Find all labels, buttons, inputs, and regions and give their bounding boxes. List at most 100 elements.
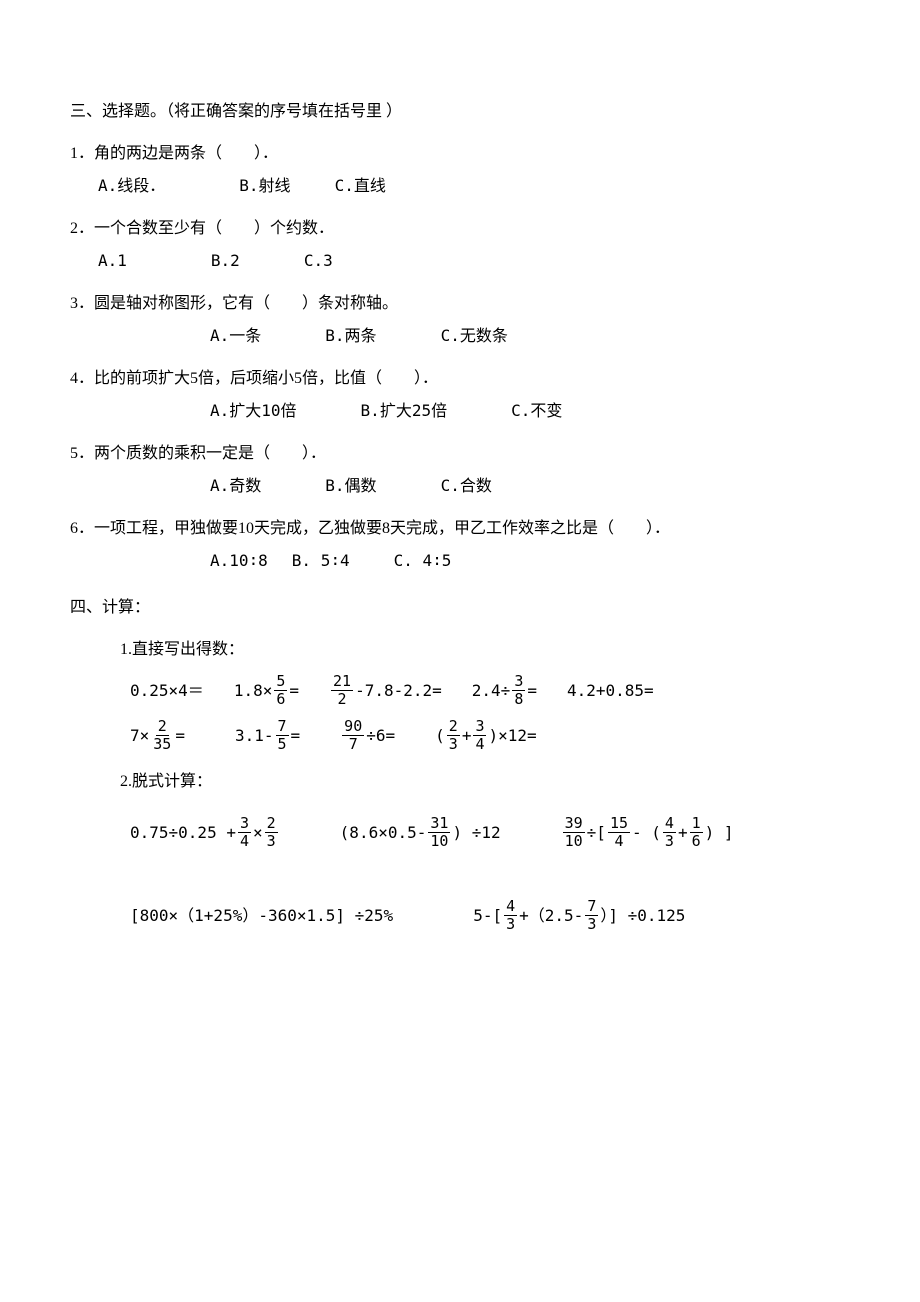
question-1: 1．角的两边是两条（ ）． A.线段． B.射线 C.直线 <box>70 142 850 199</box>
frac-den: 6 <box>274 691 287 707</box>
q5-opt-a: A.奇数 <box>210 474 261 498</box>
q4-opt-a: A.扩大10倍 <box>210 399 297 423</box>
q2-opt-b: B.2 <box>211 249 240 273</box>
r4-i2-c: ）] ÷0.125 <box>600 904 685 928</box>
q3-num: 3． <box>70 295 94 312</box>
frac-num: 2 <box>447 719 460 736</box>
frac-num: 21 <box>331 674 353 691</box>
q2-num: 2． <box>70 220 94 237</box>
calc-row-3: 0.75÷0.25 + 34 × 23 (8.6×0.5- 3110 ) ÷12… <box>130 816 850 849</box>
r1-i4: 2.4÷ 38 = <box>472 674 537 707</box>
frac-num: 4 <box>504 899 517 916</box>
q6-text: 6．一项工程，甲独做要10天完成，乙独做要8天完成，甲乙工作效率之比是（ ）． <box>70 517 850 541</box>
frac-den: 4 <box>473 736 486 752</box>
frac-num: 3 <box>512 674 525 691</box>
q5-options: A.奇数 B.偶数 C.合数 <box>210 474 850 499</box>
frac-den: 10 <box>428 833 450 849</box>
r3-i1-mid: × <box>253 821 263 845</box>
frac-den: 35 <box>151 736 173 752</box>
r3-i3: 3910 ÷[ 154 - ( 43 + 16 ) ] <box>561 816 734 849</box>
frac-den: 10 <box>563 833 585 849</box>
r3-i3-f4: 16 <box>690 816 703 849</box>
r3-i3-b: - ( <box>632 821 661 845</box>
frac-num: 31 <box>428 816 450 833</box>
r3-i3-f3: 43 <box>663 816 676 849</box>
r1-i2: 1.8× 56 = <box>234 674 299 707</box>
q3-opt-c: C.无数条 <box>441 324 508 348</box>
r1-i3: 212 -7.8-2.2= <box>329 674 442 707</box>
q6-opt-a: A.10∶8 <box>210 549 268 573</box>
page: 三、选择题。（将正确答案的序号填在括号里 ） 1．角的两边是两条（ ）． A.线… <box>0 0 920 1302</box>
q5-text: 5．两个质数的乘积一定是（ ）． <box>70 442 850 466</box>
q3-opt-b: B.两条 <box>325 324 376 348</box>
q2-text: 2．一个合数至少有（ ）个约数． <box>70 217 850 241</box>
r3-i2-b: ) ÷12 <box>452 821 500 845</box>
q4-num: 4． <box>70 370 94 387</box>
frac-num: 3 <box>473 719 486 736</box>
r3-i3-a: ÷[ <box>587 821 606 845</box>
r4-i2-a: 5-[ <box>473 904 502 928</box>
r2-i4-mid: + <box>462 724 472 748</box>
r1-i5: 4.2+0.85= <box>567 679 654 703</box>
r4-i1-a: [800×（1+25%）-360×1.5] ÷25% <box>130 904 393 928</box>
r2-i3-b: ÷6= <box>366 724 395 748</box>
q1-opt-c: C.直线 <box>335 174 386 198</box>
calc-row-4: [800×（1+25%）-360×1.5] ÷25% 5-[ 4 3 +（2.5-… <box>130 899 850 932</box>
frac-num: 3 <box>238 816 251 833</box>
r2-i2-a: 3.1- <box>235 724 274 748</box>
q6-opt-c: C. 4∶5 <box>394 549 452 573</box>
frac-den: 3 <box>663 833 676 849</box>
r3-i3-d: ) ] <box>705 821 734 845</box>
frac-num: 2 <box>265 816 278 833</box>
calc-row-1: 0.25×4＝ 1.8× 56 = 212 -7.8-2.2= 2.4÷ 38 … <box>130 674 850 707</box>
q5-num: 5． <box>70 445 94 462</box>
r2-i1-a: 7× <box>130 724 149 748</box>
r4-i2: 5-[ 43 +（2.5- 73 ）] ÷0.125 <box>473 899 685 932</box>
r3-i1-f2: 23 <box>265 816 278 849</box>
r1-i2-b: = <box>289 679 299 703</box>
q6-opt-b: B. 5∶4 <box>292 549 350 573</box>
frac-den: 4 <box>612 833 625 849</box>
section3-title: 三、选择题。（将正确答案的序号填在括号里 ） <box>70 100 850 124</box>
r3-i2: (8.6×0.5- 3110 ) ÷12 <box>340 816 501 849</box>
r2-i1-frac: 235 <box>151 719 173 752</box>
frac-den: 4 <box>238 833 251 849</box>
q4-opt-b: B.扩大25倍 <box>361 399 448 423</box>
r2-i1-b: = <box>175 724 185 748</box>
r2-i3-frac: 907 <box>342 719 364 752</box>
r1-i3-frac: 212 <box>331 674 353 707</box>
q3-options: A.一条 B.两条 C.无数条 <box>210 324 850 349</box>
r2-i3: 907 ÷6= <box>340 719 395 752</box>
r3-i3-f2: 154 <box>608 816 630 849</box>
sub2-title: 2.脱式计算： <box>120 770 850 794</box>
r2-i2-frac: 75 <box>276 719 289 752</box>
q1-opt-a: A.线段． <box>98 174 165 198</box>
q2-body: 一个合数至少有（ ）个约数． <box>94 220 334 237</box>
q1-opt-b: B.射线 <box>239 174 290 198</box>
frac-den: 3 <box>585 916 598 932</box>
r3-i3-f1: 3910 <box>563 816 585 849</box>
q4-opt-c: C.不变 <box>511 399 562 423</box>
frac-den: 2 <box>336 691 349 707</box>
r1-i3-b: -7.8-2.2= <box>355 679 442 703</box>
r2-i4: ( 23 + 34 )×12= <box>435 719 537 752</box>
section4-title: 四、计算： <box>70 596 850 620</box>
frac-den: 3 <box>447 736 460 752</box>
r1-i4-a: 2.4÷ <box>472 679 511 703</box>
sub1-title: 1.直接写出得数： <box>120 638 850 662</box>
frac-num: 2 <box>156 719 169 736</box>
r1-i4-frac: 38 <box>512 674 525 707</box>
calc-row-2: 7× 235 = 3.1- 75 = 907 ÷6= ( 23 + 34 )×1… <box>130 719 850 752</box>
frac-num: 4 <box>663 816 676 833</box>
frac-num: 15 <box>608 816 630 833</box>
q4-body: 比的前项扩大5倍，后项缩小5倍，比值（ ）． <box>94 370 438 387</box>
question-6: 6．一项工程，甲独做要10天完成，乙独做要8天完成，甲乙工作效率之比是（ ）． … <box>70 517 850 574</box>
q5-body: 两个质数的乘积一定是（ ）． <box>94 445 326 462</box>
r2-i4-a: ( <box>435 724 445 748</box>
q2-options: A.1 B.2 C.3 <box>98 249 850 274</box>
r4-i2-b: +（2.5- <box>519 904 583 928</box>
q1-body: 角的两边是两条（ ）． <box>94 145 278 162</box>
q2-opt-a: A.1 <box>98 249 127 273</box>
r4-i1: [800×（1+25%）-360×1.5] ÷25% <box>130 904 393 928</box>
r2-i2: 3.1- 75 = <box>235 719 300 752</box>
